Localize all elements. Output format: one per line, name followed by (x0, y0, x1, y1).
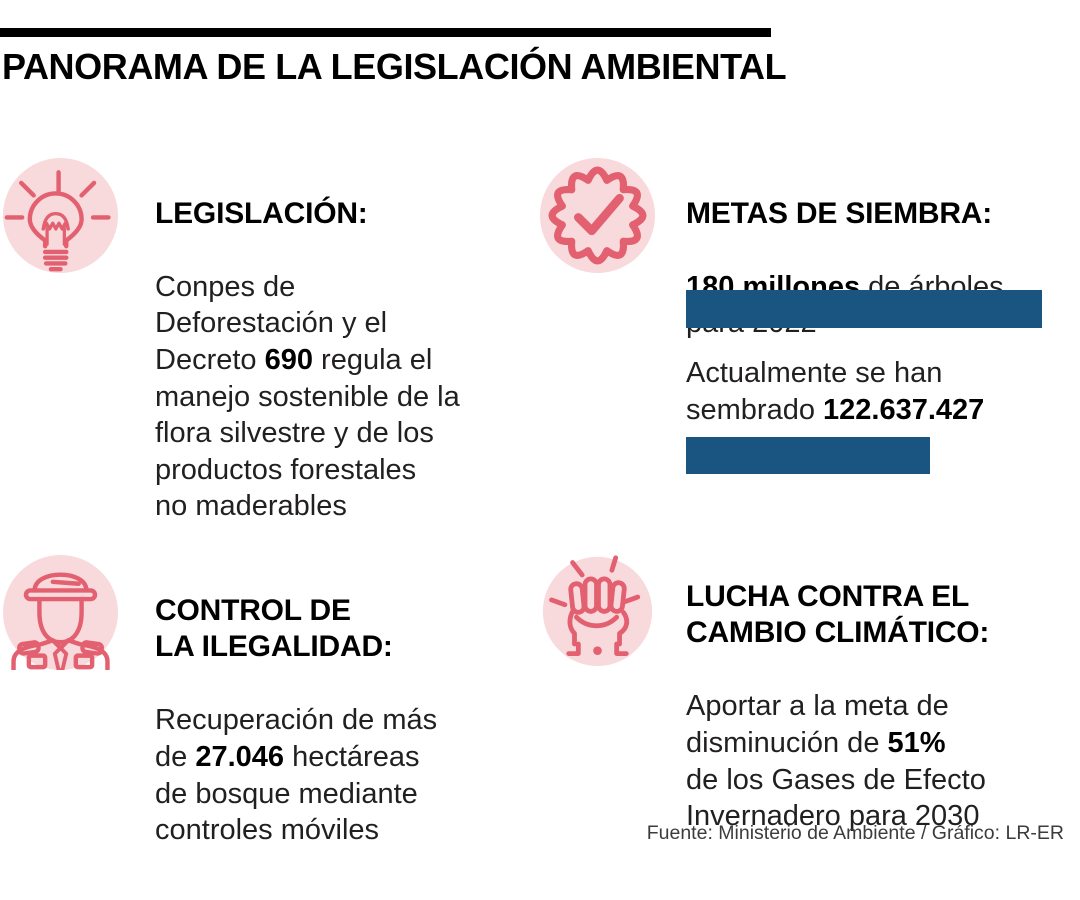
section-legislacion: LEGISLACIÓN: Conpes de Deforestación y e… (155, 159, 550, 562)
page-title: PANORAMA DE LA LEGISLACIÓN AMBIENTAL (2, 46, 787, 87)
raised-fist-icon (540, 552, 655, 667)
goal-bar (686, 290, 1042, 328)
section-body: Aportar a la meta de disminución de 51% … (686, 690, 986, 833)
header-rule (0, 28, 771, 37)
section-heading: CONTROL DE LA ILEGALIDAD: (155, 593, 393, 664)
progress-text: Actualmente se han sembrado 122.637.427 (686, 357, 985, 426)
section-heading: METAS DE SIEMBRA: (686, 196, 993, 230)
section-metas-de-siembra: METAS DE SIEMBRA: 180 millones de árbole… (686, 159, 1080, 379)
section-heading: LUCHA CONTRA EL CAMBIO CLIMÁTICO: (686, 579, 990, 650)
section-cambio-climatico: LUCHA CONTRA EL CAMBIO CLIMÁTICO: Aporta… (686, 542, 1080, 871)
section-control-ilegalidad: CONTROL DE LA ILEGALIDAD: Recuperación d… (155, 556, 550, 885)
lightbulb-icon (3, 158, 118, 273)
check-badge-icon (540, 158, 655, 273)
section-body: Conpes de Deforestación y el Decreto 690… (155, 270, 460, 523)
section-heading: LEGISLACIÓN: (155, 196, 368, 230)
progress-bar (686, 437, 930, 474)
section-body: Recuperación de más de 27.046 hectáreas … (155, 704, 438, 847)
police-officer-icon (3, 555, 118, 670)
source-credit: Fuente: Ministerio de Ambiente / Gráfico… (646, 822, 1064, 844)
